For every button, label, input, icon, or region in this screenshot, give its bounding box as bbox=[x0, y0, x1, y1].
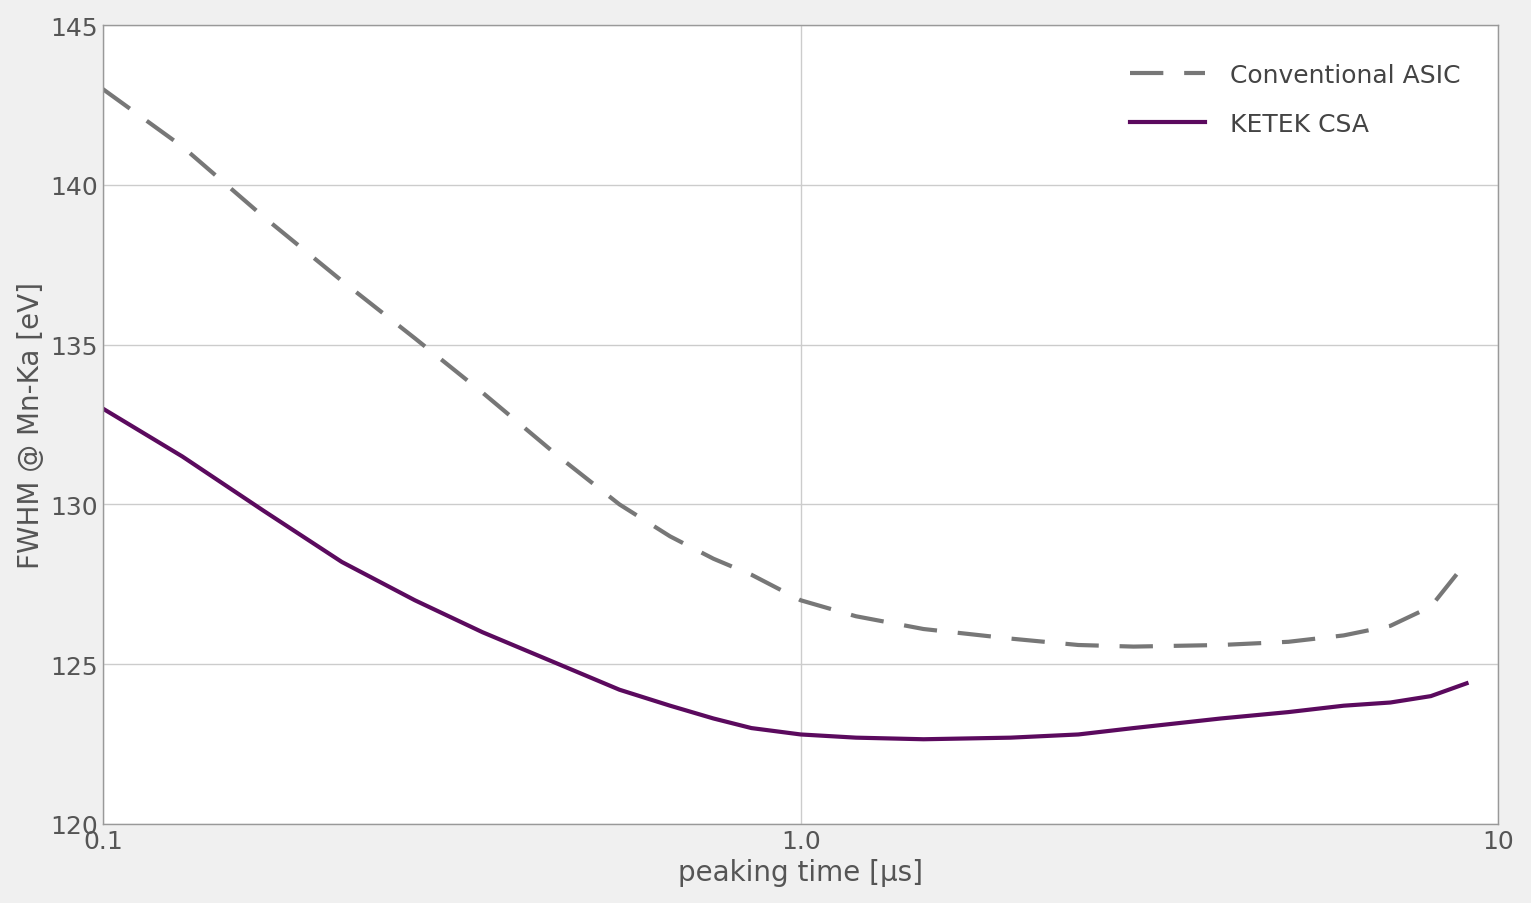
Conventional ASIC bbox=[406, 333, 424, 344]
KETEK CSA bbox=[173, 452, 191, 462]
KETEK CSA bbox=[743, 722, 761, 733]
KETEK CSA bbox=[914, 734, 932, 745]
Conventional ASIC bbox=[1458, 557, 1476, 568]
KETEK CSA bbox=[1335, 701, 1353, 712]
Conventional ASIC bbox=[1335, 630, 1353, 641]
Conventional ASIC bbox=[1280, 637, 1298, 647]
KETEK CSA bbox=[473, 627, 491, 638]
Conventional ASIC bbox=[1124, 641, 1142, 652]
Line: Conventional ASIC: Conventional ASIC bbox=[103, 90, 1467, 647]
KETEK CSA bbox=[1381, 697, 1399, 708]
X-axis label: peaking time [μs]: peaking time [μs] bbox=[678, 859, 923, 887]
Conventional ASIC bbox=[704, 554, 723, 564]
KETEK CSA bbox=[1069, 730, 1087, 740]
KETEK CSA bbox=[611, 684, 629, 695]
KETEK CSA bbox=[254, 506, 273, 517]
Conventional ASIC bbox=[847, 611, 865, 622]
Conventional ASIC bbox=[473, 387, 491, 398]
Conventional ASIC bbox=[914, 624, 932, 635]
Conventional ASIC bbox=[661, 531, 680, 542]
KETEK CSA bbox=[93, 404, 112, 414]
Conventional ASIC bbox=[792, 595, 810, 606]
Conventional ASIC bbox=[1211, 640, 1229, 651]
KETEK CSA bbox=[550, 659, 568, 670]
KETEK CSA bbox=[406, 595, 424, 606]
Conventional ASIC bbox=[1422, 601, 1441, 612]
Y-axis label: FWHM @ Mn-Ka [eV]: FWHM @ Mn-Ka [eV] bbox=[17, 282, 44, 568]
Conventional ASIC bbox=[93, 85, 112, 96]
Conventional ASIC bbox=[611, 499, 629, 510]
KETEK CSA bbox=[1422, 691, 1441, 702]
Conventional ASIC bbox=[173, 142, 191, 153]
KETEK CSA bbox=[1211, 713, 1229, 724]
Legend: Conventional ASIC, KETEK CSA: Conventional ASIC, KETEK CSA bbox=[1105, 39, 1487, 162]
KETEK CSA bbox=[661, 701, 680, 712]
KETEK CSA bbox=[1280, 707, 1298, 718]
Line: KETEK CSA: KETEK CSA bbox=[103, 409, 1467, 740]
KETEK CSA bbox=[332, 557, 351, 568]
Conventional ASIC bbox=[1001, 634, 1020, 645]
Conventional ASIC bbox=[550, 452, 568, 462]
Conventional ASIC bbox=[743, 570, 761, 581]
Conventional ASIC bbox=[332, 276, 351, 287]
KETEK CSA bbox=[847, 732, 865, 743]
KETEK CSA bbox=[704, 713, 723, 724]
Conventional ASIC bbox=[1381, 620, 1399, 631]
Conventional ASIC bbox=[254, 212, 273, 223]
Conventional ASIC bbox=[1069, 640, 1087, 651]
KETEK CSA bbox=[1124, 722, 1142, 733]
KETEK CSA bbox=[1458, 678, 1476, 689]
KETEK CSA bbox=[792, 730, 810, 740]
KETEK CSA bbox=[1001, 732, 1020, 743]
